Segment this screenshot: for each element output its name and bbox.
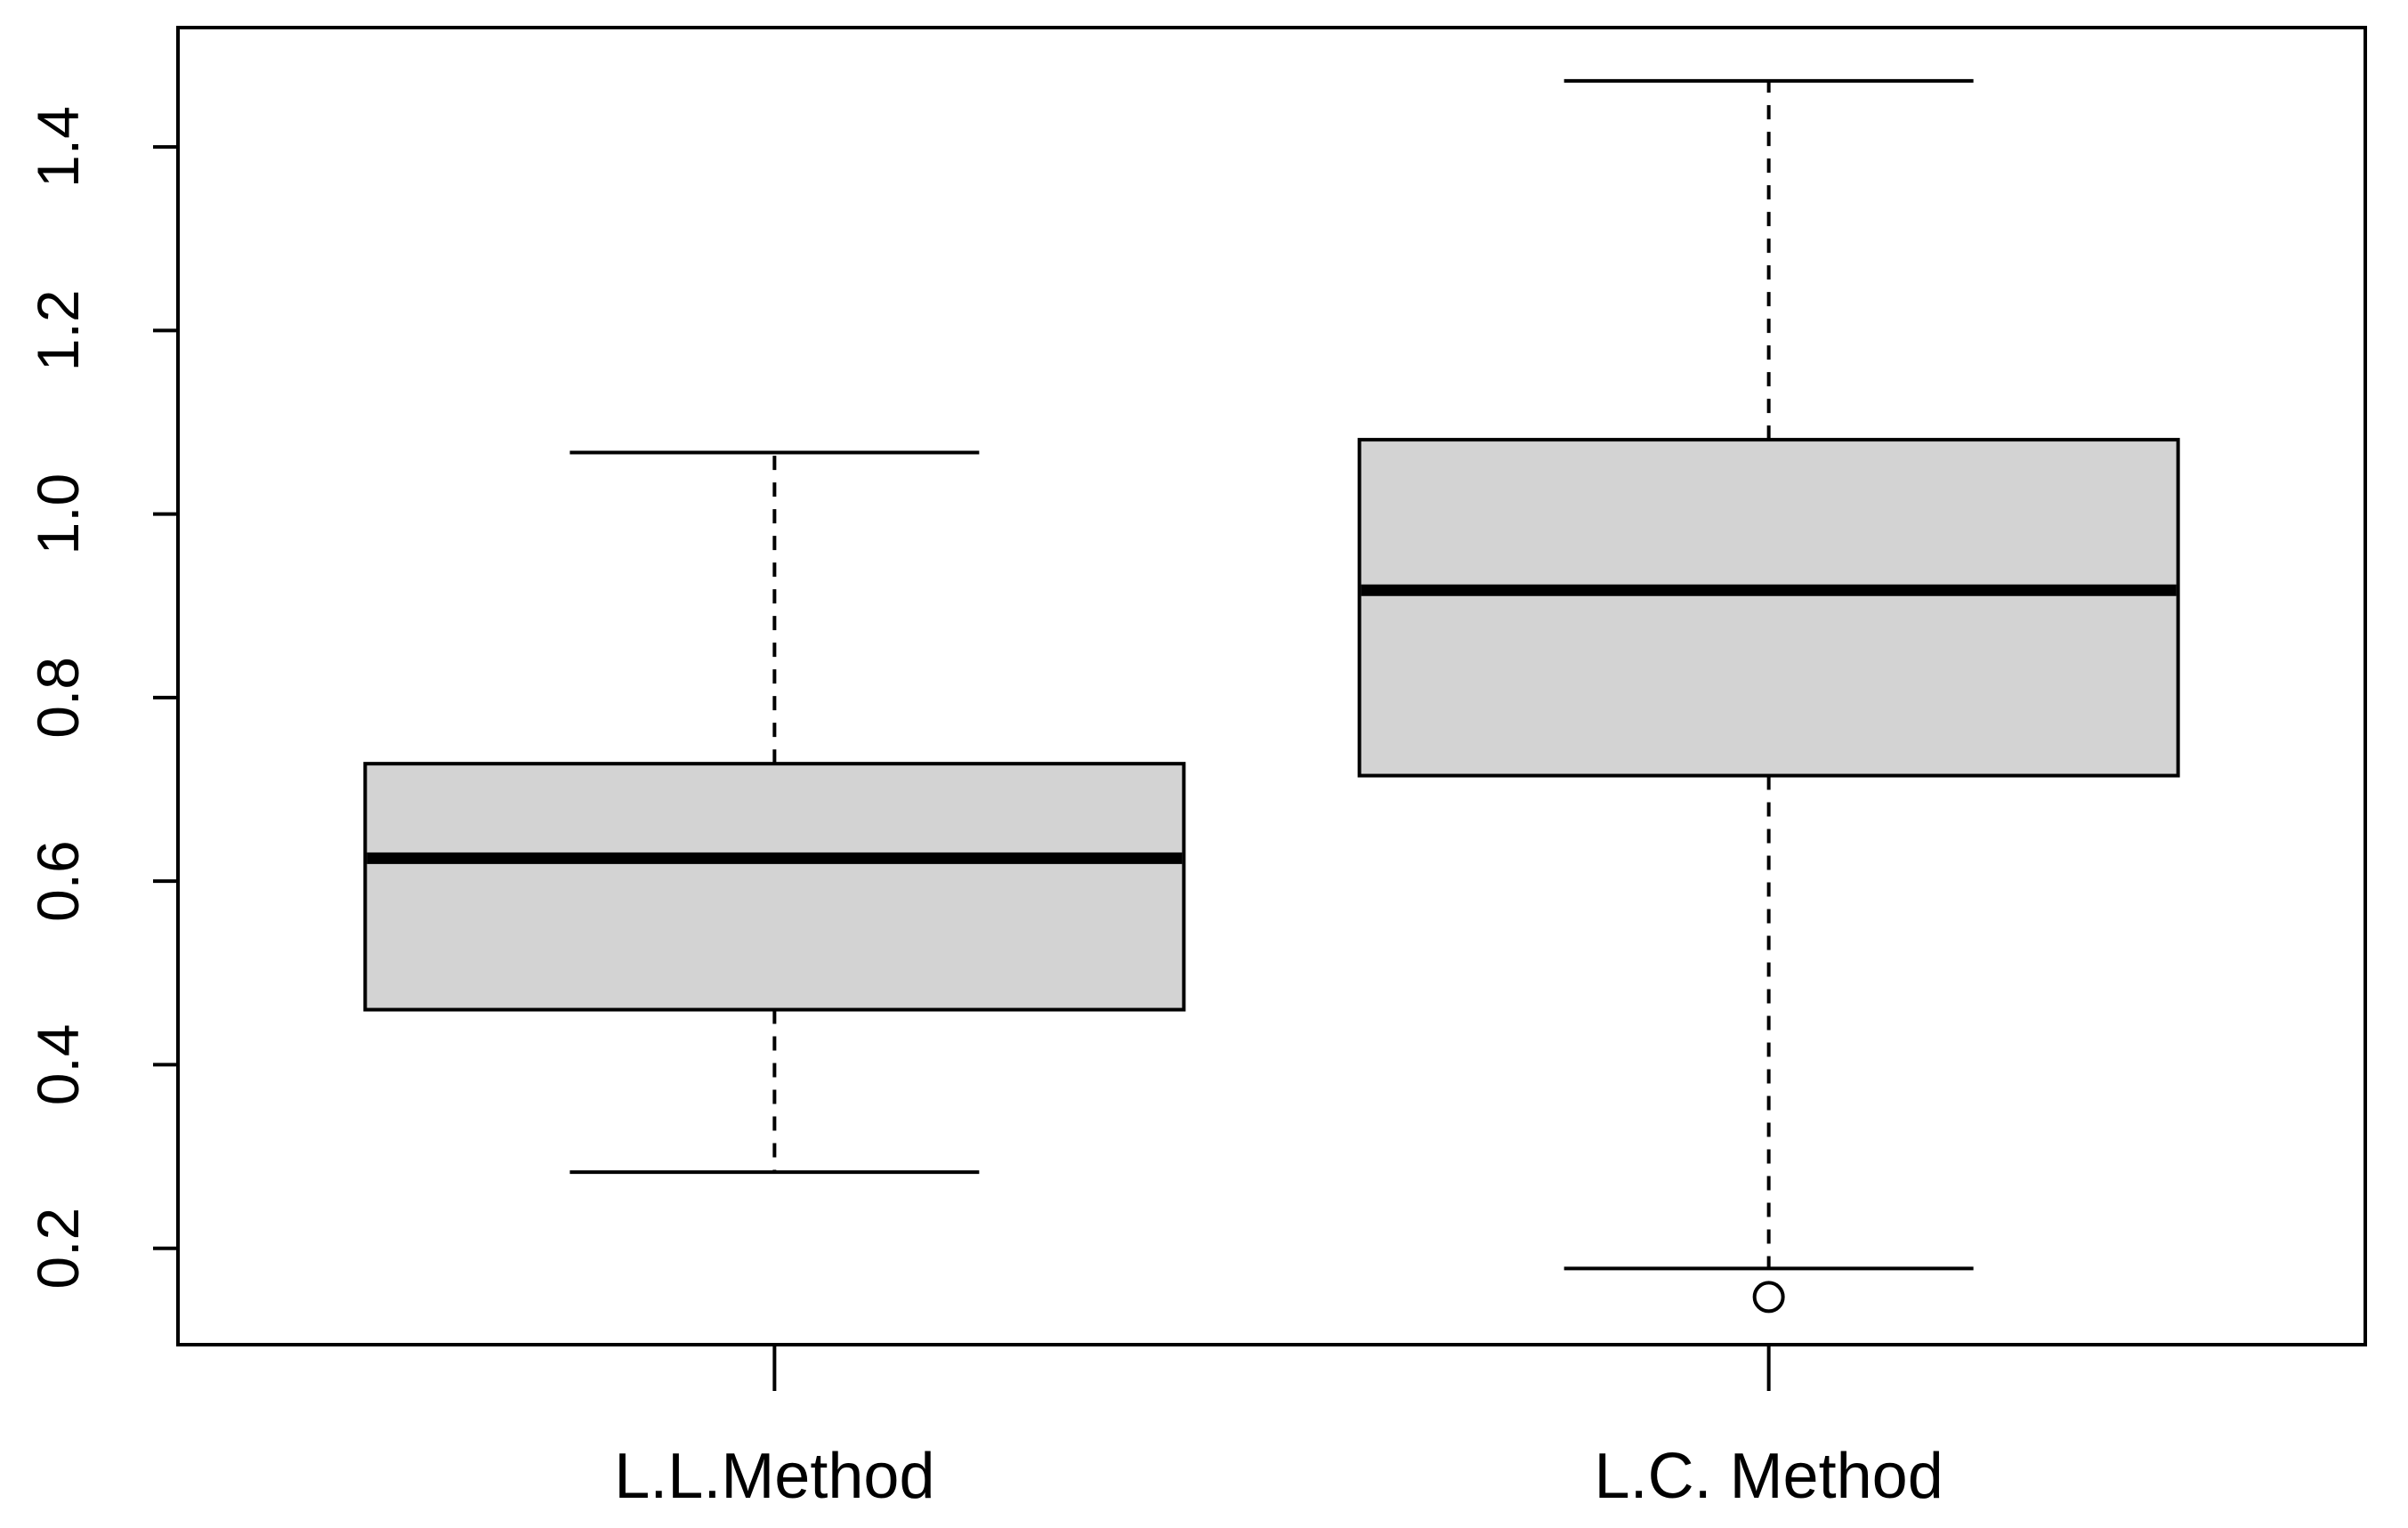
y-tick-label: 0.8 — [25, 657, 91, 739]
y-axis: 0.2 0.4 0.6 0.8 1.0 1.2 1.4 — [25, 106, 178, 1290]
y-tick-label: 1.4 — [25, 106, 91, 188]
iqr-box — [1357, 438, 2180, 778]
y-tick-label: 1.2 — [25, 289, 91, 371]
x-axis: L.L.Method L.C. Method — [614, 1345, 1943, 1512]
plot-marks — [363, 78, 2180, 1314]
outlier-point — [1752, 1281, 1785, 1314]
box-group — [363, 450, 1186, 1175]
y-tick-label: 0.6 — [25, 840, 91, 922]
box-group — [1357, 78, 2180, 1314]
y-tick-label: 0.4 — [25, 1024, 91, 1106]
y-tick-label: 1.0 — [25, 473, 91, 555]
y-tick-label: 0.2 — [25, 1208, 91, 1290]
iqr-box — [363, 762, 1186, 1012]
x-tick-label: L.C. Method — [1595, 1441, 1943, 1512]
x-tick-label: L.L.Method — [614, 1441, 934, 1512]
plot-frame — [176, 26, 2367, 1346]
